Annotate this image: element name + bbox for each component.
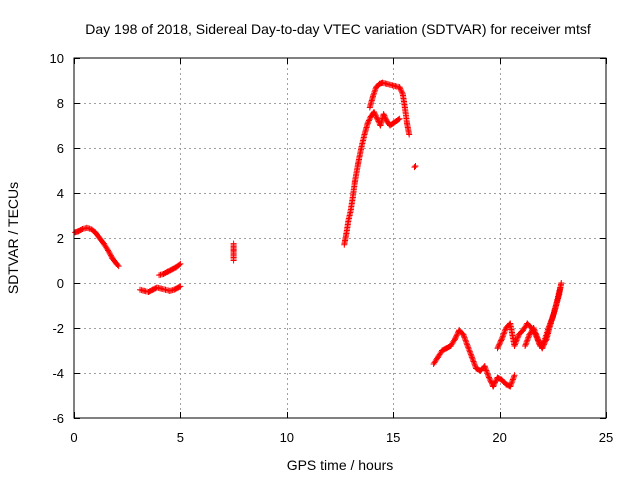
data-point	[404, 120, 413, 138]
data-segment	[156, 260, 184, 279]
y-tick-label: 10	[50, 51, 64, 66]
data-segment	[366, 79, 413, 138]
data-segment	[137, 283, 184, 295]
data-point	[230, 240, 237, 253]
y-tick-label: 4	[57, 186, 64, 201]
data-segment	[522, 280, 565, 352]
data-segment	[72, 224, 122, 270]
data-point	[507, 372, 518, 390]
chart-title: Day 198 of 2018, Sidereal Day-to-day VTE…	[85, 21, 591, 37]
grid	[74, 58, 606, 418]
data-point	[113, 260, 122, 270]
data-segment	[230, 240, 237, 264]
y-tick-label: 8	[57, 96, 64, 111]
y-axis-title: SDTVAR / TECUs	[5, 182, 21, 294]
y-tick-label: 6	[57, 141, 64, 156]
data-point	[393, 115, 403, 124]
x-tick-label: 25	[599, 430, 613, 445]
data-segment	[411, 163, 419, 171]
data-point	[411, 163, 419, 171]
axis-ticks: 0 5 10 15 20 25 -6 -4 -2 0 2 4 6 8 10	[50, 51, 614, 445]
data-point	[175, 283, 184, 291]
data-segment	[430, 327, 518, 390]
y-tick-label: -4	[52, 366, 64, 381]
data-segment	[341, 109, 403, 248]
data-point	[556, 280, 565, 298]
y-tick-label: 0	[57, 276, 64, 291]
x-tick-label: 5	[177, 430, 184, 445]
x-axis-title: GPS time / hours	[287, 457, 394, 473]
y-tick-label: -2	[52, 321, 64, 336]
x-tick-label: 0	[70, 430, 77, 445]
x-tick-label: 10	[280, 430, 294, 445]
x-tick-label: 20	[492, 430, 506, 445]
data-points	[72, 79, 565, 390]
y-tick-label: 2	[57, 231, 64, 246]
data-point	[173, 260, 184, 271]
y-tick-label: -6	[52, 411, 64, 426]
x-tick-label: 15	[386, 430, 400, 445]
